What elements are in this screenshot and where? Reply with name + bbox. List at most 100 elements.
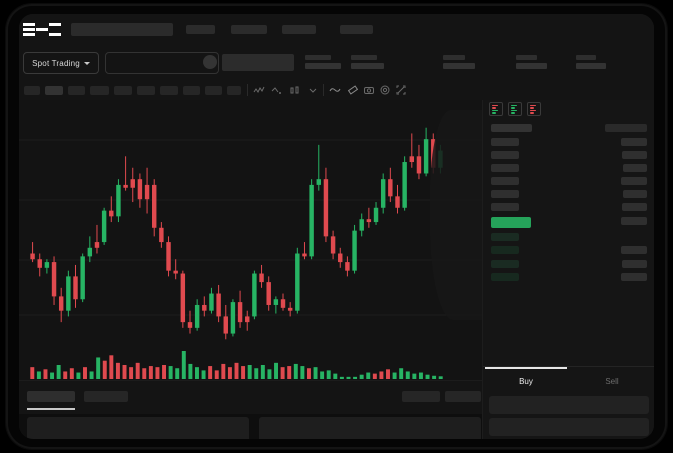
timeframe-8[interactable]	[183, 86, 200, 95]
stat-4-label	[516, 55, 537, 60]
orderbook-last-price[interactable]	[491, 217, 531, 228]
wave-icon[interactable]	[329, 84, 341, 96]
amount-field[interactable]	[489, 418, 649, 436]
top-navigation-bar	[19, 14, 654, 44]
price-chart[interactable]	[19, 100, 482, 380]
timeframe-5[interactable]	[114, 86, 132, 95]
orderbook-row-amount	[621, 273, 647, 281]
buy-sell-tabs: Buy Sell	[483, 366, 654, 395]
app-screen: Spot Trading	[19, 14, 654, 439]
stat-5-value	[576, 63, 606, 69]
orderbook-row-price[interactable]	[491, 246, 519, 254]
toolbar-divider	[247, 84, 248, 96]
orderbook-row-price[interactable]	[491, 151, 519, 159]
buy-tab-label: Buy	[519, 376, 533, 386]
stat-1-label	[305, 55, 331, 60]
sell-tab[interactable]: Sell	[569, 367, 654, 395]
orderbook-rows[interactable]	[483, 120, 654, 366]
orderbook-view-asks-icon[interactable]	[527, 102, 541, 116]
orderbook-view-both-icon[interactable]	[489, 102, 503, 116]
timeframe-9[interactable]	[205, 86, 222, 95]
bottom-tab-1[interactable]	[27, 391, 75, 402]
chevron-down-icon[interactable]	[307, 84, 319, 96]
candlestick-svg	[19, 127, 482, 379]
stat-4-value	[516, 63, 547, 69]
stat-3-label	[443, 55, 465, 60]
buy-tab-indicator	[485, 367, 567, 369]
orderbook-row-price[interactable]	[491, 233, 519, 241]
orderbook-row-amount	[622, 203, 647, 211]
ruler-icon[interactable]	[347, 84, 359, 96]
settings-icon[interactable]	[379, 84, 391, 96]
orderbook-row-amount	[622, 260, 647, 268]
okx-logo[interactable]	[23, 23, 61, 36]
orderbook-row-price[interactable]	[491, 203, 519, 211]
chevron-down-icon	[83, 61, 90, 65]
pair-avatar	[203, 55, 217, 69]
market-sub-header: Spot Trading	[19, 44, 654, 81]
timeframe-6[interactable]	[137, 86, 155, 95]
stat-1-value	[305, 63, 341, 69]
line-chart-icon[interactable]	[253, 84, 265, 96]
buy-tab[interactable]: Buy	[483, 367, 569, 395]
nav-item-2[interactable]	[231, 25, 267, 34]
orderbook-header-left	[491, 124, 532, 132]
timeframe-7[interactable]	[160, 86, 178, 95]
nav-item-1[interactable]	[186, 25, 215, 34]
chart-edge-overlay	[430, 110, 482, 320]
orderbook-row-price[interactable]	[491, 177, 519, 185]
orderbook-view-toggles	[489, 102, 541, 116]
bottom-action-1[interactable]	[402, 391, 440, 402]
sell-tab-label: Sell	[605, 376, 619, 386]
nav-item-3[interactable]	[282, 25, 316, 34]
chart-toolbar	[19, 80, 654, 101]
timeframe-4[interactable]	[90, 86, 109, 95]
toolbar-divider	[323, 84, 324, 96]
orderbook-row-amount	[623, 164, 647, 172]
fullscreen-icon[interactable]	[395, 84, 407, 96]
orderbook-row-price[interactable]	[491, 138, 519, 146]
orderbook-row-price[interactable]	[491, 273, 519, 281]
spot-trading-selector[interactable]: Spot Trading	[23, 52, 99, 74]
bottom-panel-right[interactable]	[259, 417, 481, 439]
stat-1	[305, 55, 341, 69]
orderbook-row-amount	[621, 246, 647, 254]
orderbook-header-right	[605, 124, 647, 132]
trend-line-icon[interactable]	[271, 84, 283, 96]
bottom-tab-bar	[19, 380, 482, 415]
stat-2	[351, 55, 384, 69]
orderbook-row-amount	[623, 190, 647, 198]
active-tab-indicator	[27, 408, 75, 410]
bottom-tab-2[interactable]	[84, 391, 128, 402]
spot-trading-label: Spot Trading	[32, 58, 80, 68]
stat-2-label	[351, 55, 377, 60]
search-input[interactable]	[71, 23, 173, 36]
orderbook-row-amount	[621, 177, 647, 185]
bottom-action-2[interactable]	[445, 391, 481, 402]
orderbook-row-price[interactable]	[491, 164, 519, 172]
nav-item-4[interactable]	[340, 25, 373, 34]
orderbook-row-price[interactable]	[491, 190, 519, 198]
symbol-price-display	[222, 54, 294, 71]
stat-2-value	[351, 63, 384, 69]
orderbook-view-bids-icon[interactable]	[508, 102, 522, 116]
orderbook-row-amount	[622, 151, 647, 159]
bottom-panel-left[interactable]	[27, 417, 249, 439]
stat-3-value	[443, 63, 475, 69]
stat-5	[576, 55, 606, 69]
timeframe-3[interactable]	[68, 86, 85, 95]
trading-pair-selector[interactable]	[105, 52, 219, 74]
timeframe-2[interactable]	[45, 86, 63, 95]
order-panel: Buy Sell	[482, 100, 654, 439]
camera-icon[interactable]	[363, 84, 375, 96]
orderbook-row-amount	[621, 217, 647, 225]
bar-chart-icon[interactable]	[289, 84, 301, 96]
stat-4	[516, 55, 547, 69]
stat-5-label	[576, 55, 596, 60]
timeframe-10[interactable]	[227, 86, 241, 95]
order-entry-form	[483, 394, 654, 439]
timeframe-1[interactable]	[24, 86, 40, 95]
orderbook-row-price[interactable]	[491, 260, 519, 268]
price-field[interactable]	[489, 396, 649, 414]
